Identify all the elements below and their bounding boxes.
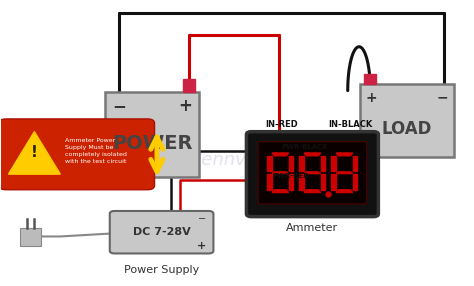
FancyBboxPatch shape [0,119,155,190]
FancyBboxPatch shape [258,142,366,204]
Polygon shape [300,156,304,171]
FancyBboxPatch shape [105,92,199,177]
Text: −: − [112,97,126,115]
Text: POWER: POWER [112,134,192,152]
Polygon shape [304,154,321,156]
Text: Jennvear: Jennvear [197,151,277,169]
Text: PWR-BLACK: PWR-BLACK [282,144,328,150]
Polygon shape [331,156,336,171]
Polygon shape [272,154,289,156]
Text: Ammeter: Ammeter [286,223,338,233]
Polygon shape [289,156,293,171]
Text: −: − [436,91,448,105]
Text: +: + [197,241,206,251]
FancyBboxPatch shape [246,132,378,217]
Polygon shape [272,153,289,156]
Polygon shape [353,174,357,190]
Bar [20,228,41,246]
Polygon shape [353,156,357,171]
Polygon shape [336,154,353,156]
Polygon shape [267,174,272,190]
Polygon shape [9,132,60,174]
Bar [183,79,195,92]
Polygon shape [336,172,353,174]
Text: +: + [178,97,192,115]
Polygon shape [336,153,353,156]
Polygon shape [304,172,321,174]
FancyBboxPatch shape [110,211,213,253]
Polygon shape [304,153,321,156]
Polygon shape [272,190,289,192]
Text: +: + [365,91,377,105]
Text: PWR-RED: PWR-RED [273,173,310,179]
Polygon shape [272,172,289,174]
Polygon shape [289,174,293,190]
Text: Ammeter Power
Supply Must be
completely isolated
with the test circuit: Ammeter Power Supply Must be completely … [65,138,127,164]
FancyBboxPatch shape [359,84,454,157]
Text: −: − [198,214,206,225]
Polygon shape [321,174,325,190]
Bar [364,74,376,84]
Text: DC 7-28V: DC 7-28V [133,227,191,237]
Polygon shape [300,174,304,190]
Polygon shape [321,156,325,171]
Polygon shape [304,190,321,192]
Polygon shape [336,190,353,192]
Text: IN-BLACK: IN-BLACK [328,120,372,129]
Polygon shape [267,156,272,171]
Text: LOAD: LOAD [382,120,432,138]
Text: !: ! [31,145,38,160]
Text: Power Supply: Power Supply [124,265,199,275]
Polygon shape [331,174,336,190]
Text: IN-RED: IN-RED [265,120,298,129]
